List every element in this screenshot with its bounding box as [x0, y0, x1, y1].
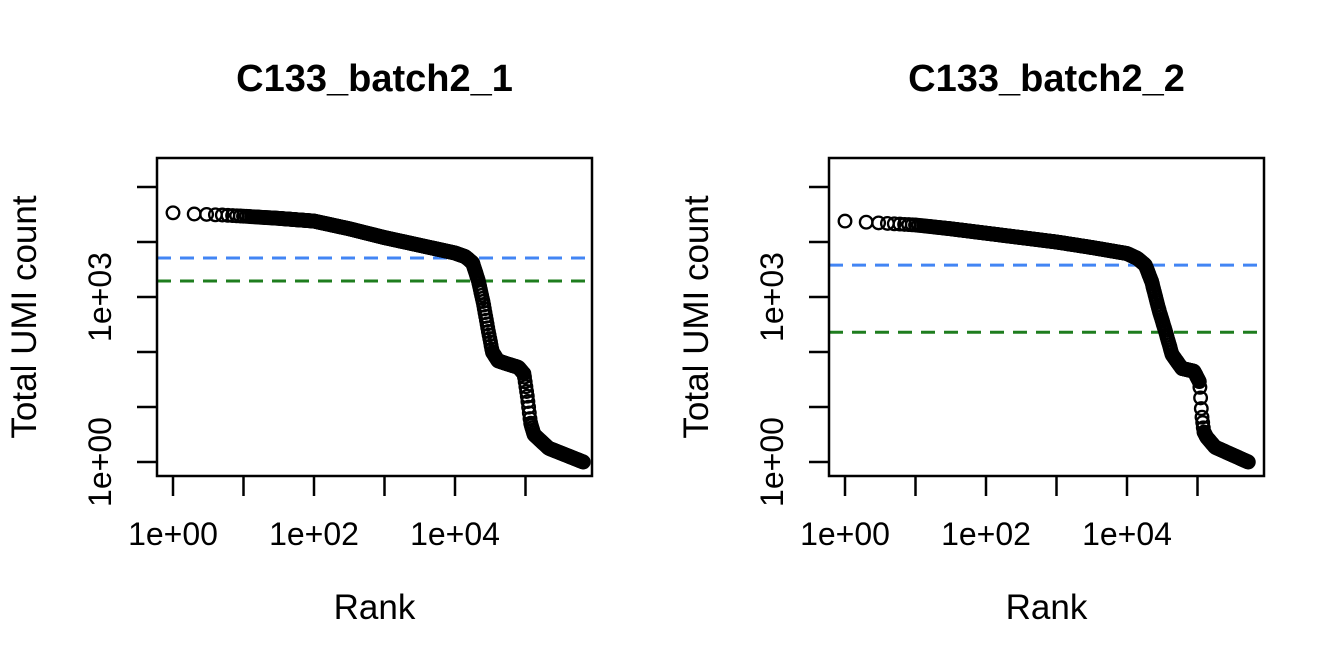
data-point [575, 454, 591, 470]
plot-content [809, 185, 1264, 496]
data-point [1192, 379, 1208, 395]
y-tick-label: 1e+03 [754, 252, 790, 342]
x-tick-label: 1e+04 [1082, 516, 1172, 552]
data-point [858, 214, 874, 230]
y-tick-label: 1e+00 [754, 417, 790, 507]
x-tick-label: 1e+02 [941, 516, 1031, 552]
data-point [886, 216, 902, 232]
data-point [165, 205, 181, 221]
data-points [837, 213, 1256, 470]
x-axis-label: Rank [1006, 588, 1088, 627]
x-tick-label: 1e+02 [269, 516, 359, 552]
data-point [186, 206, 202, 222]
data-point [1194, 409, 1210, 425]
x-axis-label: Rank [334, 588, 416, 627]
y-axis-label: Total UMI count [677, 195, 716, 438]
data-point [1193, 390, 1209, 406]
data-point [871, 215, 887, 231]
y-axis-label: Total UMI count [5, 195, 44, 438]
data-point [519, 388, 535, 404]
data-point [1240, 454, 1256, 470]
data-point [214, 207, 230, 223]
panel-right: C133_batch2_2 Rank Total UMI count 1e+00… [677, 58, 1266, 627]
data-point [1193, 401, 1209, 417]
plot-box [827, 156, 1266, 478]
y-tick-label: 1e+00 [82, 417, 118, 507]
plot-box [155, 156, 594, 478]
panel-title: C133_batch2_2 [908, 58, 1185, 100]
x-tick-label: 1e+00 [800, 516, 890, 552]
panel-title: C133_batch2_1 [236, 58, 513, 100]
data-points [165, 205, 591, 470]
data-point [837, 213, 853, 229]
x-tick-label: 1e+04 [410, 516, 500, 552]
x-tick-label: 1e+00 [128, 516, 218, 552]
data-point [199, 206, 215, 222]
y-tick-label: 1e+03 [82, 252, 118, 342]
plot-content [137, 185, 592, 496]
panel-left: C133_batch2_1 Rank Total UMI count 1e+00… [5, 58, 594, 627]
data-point [1191, 374, 1207, 390]
